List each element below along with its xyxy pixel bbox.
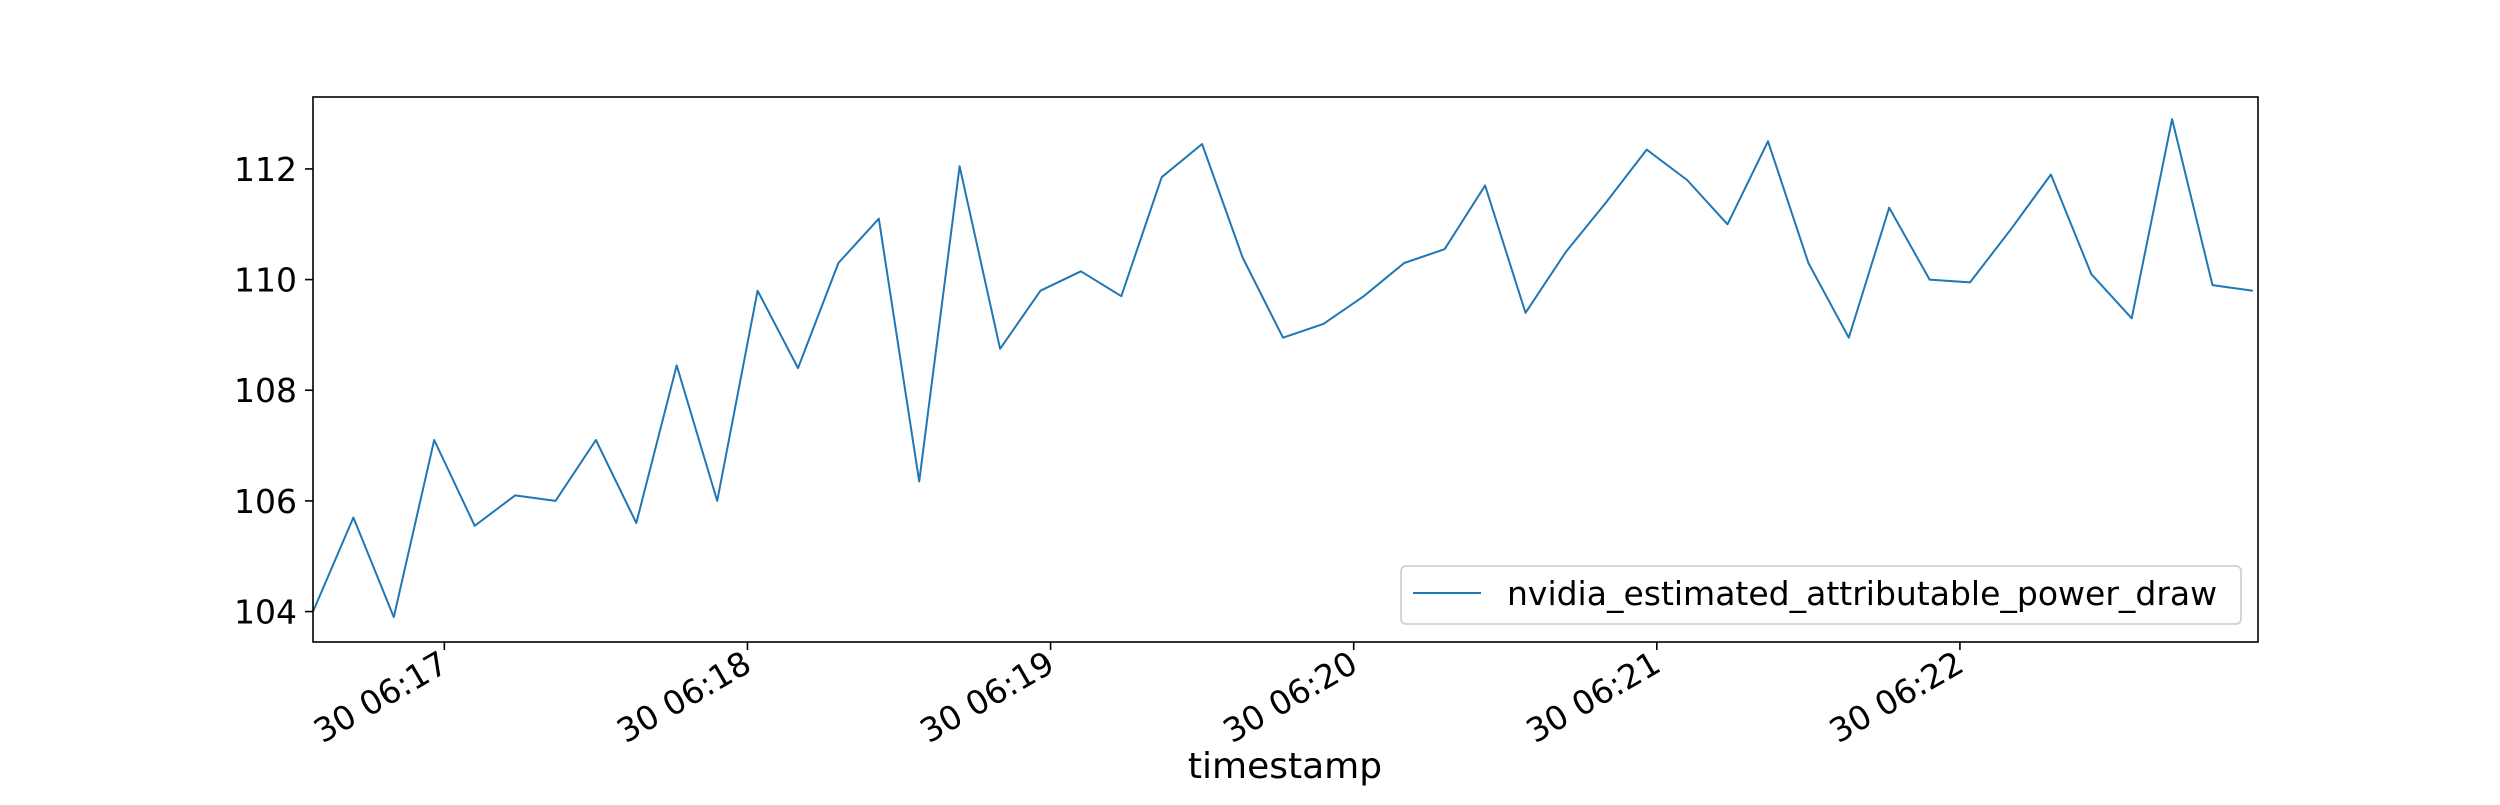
x-axis-label: timestamp (1188, 746, 1382, 787)
y-tick-label: 104 (234, 593, 297, 632)
legend-box (1400, 565, 2242, 625)
y-axis-ticks: 104 106 108 110 112 (234, 150, 313, 632)
series-line-0 (313, 118, 2254, 619)
x-tick-label: 30 06:21 (1519, 643, 1666, 751)
plot-area-frame (312, 96, 2259, 643)
y-tick-label: 108 (234, 371, 297, 410)
x-tick-label: 30 06:22 (1823, 643, 1970, 751)
y-tick-label: 110 (234, 261, 297, 300)
legend-entry-label: nvidia_estimated_attributable_power_draw (1507, 574, 2217, 613)
x-tick-label: 30 06:20 (1216, 643, 1363, 751)
x-tick-label: 30 06:19 (913, 643, 1060, 751)
series-layer (313, 118, 2254, 619)
y-tick-label: 106 (234, 482, 297, 521)
y-tick-label: 112 (234, 150, 297, 189)
legend: nvidia_estimated_attributable_power_draw (1400, 565, 2242, 625)
x-tick-label: 30 06:18 (610, 643, 757, 751)
x-axis-ticks: 30 06:17 30 06:18 30 06:19 30 06:20 30 06:21… (307, 642, 1970, 751)
x-tick-label: 30 06:17 (307, 643, 454, 751)
